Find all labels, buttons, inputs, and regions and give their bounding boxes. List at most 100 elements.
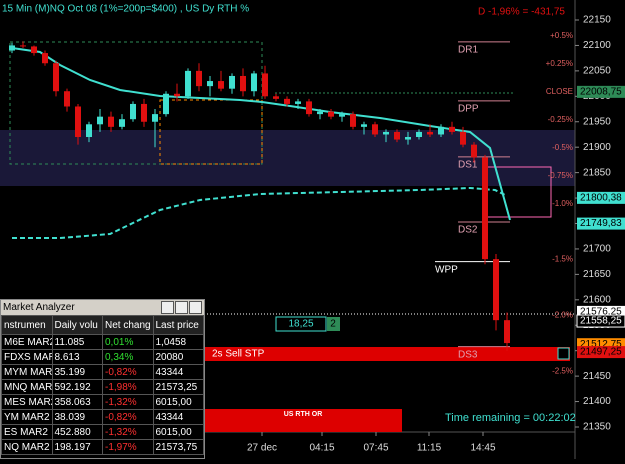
price-flag (576, 314, 625, 328)
candle-body (64, 91, 70, 107)
order-bar[interactable] (205, 347, 570, 361)
pct-label: CLOSE (546, 87, 573, 96)
pct-label: -2.5% (552, 367, 573, 376)
candle-body (372, 124, 378, 135)
session-bar (205, 409, 402, 432)
level-label: DR1 (458, 45, 478, 56)
cell: FDXS MAR2 (1, 349, 53, 365)
level-label: WPP (435, 264, 458, 275)
cell: 21573,25 (152, 379, 204, 395)
cell: 1,0458 (152, 334, 204, 350)
price-flag-label: 21749,83 (580, 218, 622, 229)
candle-body (427, 131, 433, 135)
column-header: Daily volu (51, 315, 103, 335)
price-tick-label: 21350 (583, 422, 611, 433)
candle-body (152, 114, 158, 122)
candle-body (383, 131, 389, 135)
cell: 38.039 (51, 409, 103, 425)
price-tick-label: 21850 (583, 167, 611, 178)
market-analyzer[interactable]: Market Analyzer nstrumen Daily volu Net ch… (0, 299, 205, 459)
candle-body (86, 124, 92, 138)
cell: 35.199 (51, 364, 103, 380)
level-label: DS2 (458, 225, 478, 236)
cancel-button[interactable] (557, 347, 570, 360)
cell: MNQ MAR2 (1, 379, 53, 395)
cell: 11.085 (51, 334, 103, 350)
price-tick-label: 21400 (583, 396, 611, 407)
price-tick-label: 21900 (583, 142, 611, 153)
candle-body (251, 73, 257, 92)
price-flag-label: 21800,38 (580, 193, 622, 204)
row: MES MAR2 358.063 -1,32% 6015,00 (1, 394, 204, 410)
price-tick-label: 21650 (583, 269, 611, 280)
qty-box[interactable] (275, 316, 327, 332)
candle-body (493, 259, 499, 321)
row: YM MAR2 38.039 -0,82% 43344 (1, 409, 204, 425)
candle-body (218, 81, 224, 89)
row: MNQ MAR2592.192-1,98%21573,25 (1, 379, 204, 395)
pct-label: +0.5% (550, 31, 573, 40)
level-label: DS1 (458, 159, 478, 170)
pct-label: -0.75% (548, 171, 573, 180)
time-tick-label: 14:45 (470, 443, 495, 454)
candle-body (53, 63, 59, 92)
pct-label: -1.5% (552, 255, 573, 264)
cell: MYM MAR2 (1, 364, 53, 380)
cell: -1,97% (102, 439, 154, 455)
cell: 0,01% (102, 334, 154, 350)
cell: YM MAR2 (1, 409, 53, 425)
price-tick-label: 21450 (583, 371, 611, 382)
row: M6E MAR2 11.085 0,01% 1,0458 (1, 334, 204, 350)
cell: ES MAR2 (1, 424, 53, 440)
cell: 21573,75 (152, 439, 204, 455)
time-tick-label: 27 dec (247, 443, 277, 454)
title-text: Market Analyzer (3, 302, 75, 313)
pct-label: -0.25% (548, 115, 573, 124)
price-flag (577, 191, 625, 204)
candle-body (317, 111, 323, 115)
price-flag-label: 21497,25 (580, 347, 622, 358)
candle-body (174, 93, 180, 97)
price-tick-label: 21950 (583, 116, 611, 127)
chart-title: 15 Min (M)NQ Oct 08 (1%=200p=$400) , US … (2, 4, 249, 15)
daily-change: D -1,96% = -431,75 (478, 7, 565, 18)
candle-body (460, 131, 466, 145)
candle-body (75, 106, 81, 138)
moving-average (12, 186, 506, 239)
candle-body (306, 101, 312, 115)
cell: -1,32% (102, 394, 154, 410)
candle-body (394, 131, 400, 140)
price-flag-label: 22008,75 (580, 87, 622, 98)
price-flag-label: 21576,25 (580, 307, 622, 318)
row: ES MAR2 452.880 -1,32% 6015,00 (1, 424, 204, 440)
cell: -1,98% (102, 379, 154, 395)
cell: 0,34% (102, 349, 154, 365)
column-header: Net chang (102, 315, 154, 335)
cell: 20080 (152, 349, 204, 365)
candle-body (42, 53, 48, 64)
row: NQ MAR2 198.197 -1,97% 21573,75 (1, 439, 204, 455)
cell: -0,82% (102, 409, 154, 425)
candle-body (416, 131, 422, 138)
time-tick-label: 07:45 (363, 443, 388, 454)
candle-body (108, 116, 114, 127)
pct-label: -2.0% (552, 311, 573, 320)
candle-body (361, 124, 367, 127)
candle-body (295, 101, 301, 104)
candle-body (240, 75, 246, 92)
candle-body (207, 81, 213, 87)
candle-body (350, 114, 356, 127)
candle-body (284, 98, 290, 104)
order-label: 2s Sell STP (212, 349, 265, 360)
candle-body (262, 73, 268, 97)
candle-body (328, 111, 334, 117)
candle-body (438, 126, 444, 135)
time-remaining: Time remaining = 00:22:02 (445, 412, 576, 424)
pct-label: -0.5% (552, 143, 573, 152)
cell: 452.880 (51, 424, 103, 440)
price-tick-label: 22050 (583, 66, 611, 77)
